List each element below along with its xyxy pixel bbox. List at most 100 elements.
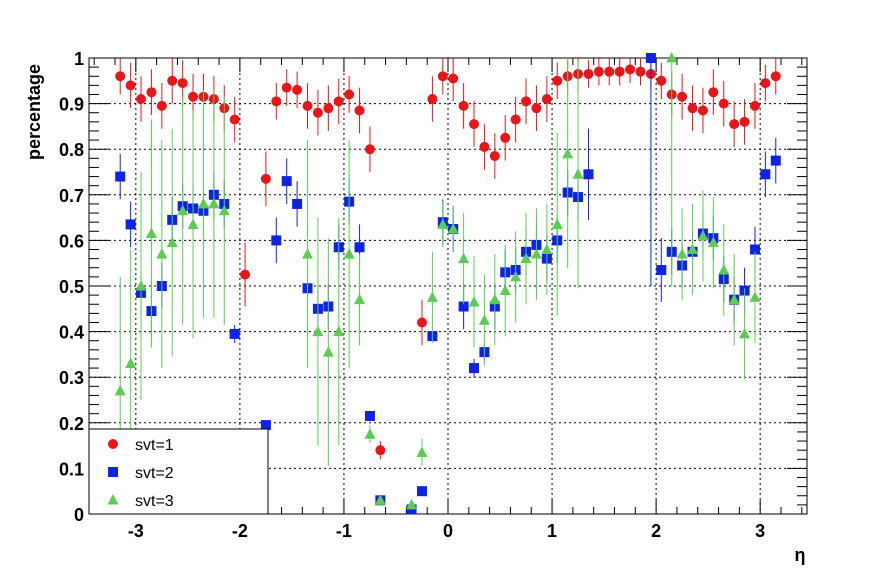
series-layer <box>114 52 781 515</box>
data-point <box>177 204 189 216</box>
series-svt-3 <box>114 52 761 510</box>
legend-marker <box>108 467 118 477</box>
y-tick-label: 0 <box>74 505 84 525</box>
data-point <box>312 325 324 337</box>
data-point <box>541 94 552 105</box>
data-point <box>188 91 199 102</box>
data-point <box>593 66 604 77</box>
data-point <box>551 218 563 229</box>
data-point <box>364 144 375 155</box>
data-point <box>541 243 553 255</box>
x-tick-label: -2 <box>232 521 248 541</box>
data-point <box>645 53 656 63</box>
data-point <box>677 91 688 102</box>
data-point <box>749 100 760 111</box>
data-point <box>156 248 168 259</box>
y-tick-label: 1 <box>74 49 84 69</box>
data-point <box>437 218 449 229</box>
y-tick-label: 0.1 <box>59 459 84 479</box>
data-point <box>521 96 532 107</box>
data-point <box>458 100 469 111</box>
data-point <box>656 265 667 276</box>
data-point <box>437 71 448 82</box>
y-tick-label: 0.7 <box>59 186 84 206</box>
data-point <box>697 229 709 241</box>
data-point <box>135 280 147 291</box>
data-point <box>240 269 251 280</box>
data-point <box>697 105 708 116</box>
data-point <box>125 219 136 230</box>
data-point <box>656 75 667 86</box>
data-point <box>572 168 584 179</box>
data-point <box>146 87 157 98</box>
data-point <box>354 105 365 116</box>
data-point <box>271 235 282 246</box>
data-point <box>531 103 542 114</box>
data-point <box>136 94 147 105</box>
data-point <box>552 75 563 86</box>
data-point <box>302 248 314 259</box>
y-tick-label: 0.2 <box>59 414 84 434</box>
data-point <box>322 346 334 357</box>
data-point <box>114 384 126 396</box>
x-tick-label: 1 <box>547 521 557 541</box>
data-point <box>739 327 751 339</box>
data-point <box>343 248 355 259</box>
data-point <box>115 171 126 182</box>
data-point <box>125 357 137 369</box>
data-point <box>229 114 240 125</box>
data-point <box>760 78 771 89</box>
data-point <box>197 197 209 209</box>
data-point <box>448 73 459 84</box>
data-point <box>468 295 480 307</box>
data-point <box>708 87 719 98</box>
x-tick-label: 2 <box>651 521 661 541</box>
data-point <box>718 98 729 109</box>
data-point <box>687 103 698 114</box>
data-point <box>469 119 480 130</box>
y-tick-label: 0.5 <box>59 277 84 297</box>
data-point <box>312 107 323 118</box>
data-point <box>583 68 594 79</box>
data-point <box>166 236 178 248</box>
data-point <box>635 66 646 77</box>
data-point <box>416 486 427 497</box>
data-point <box>530 248 542 259</box>
legend-marker <box>107 494 119 505</box>
data-point <box>260 173 271 184</box>
data-point <box>510 270 522 282</box>
data-point <box>374 494 386 505</box>
y-tick-label: 0.4 <box>59 323 84 343</box>
legend-label: svt=2 <box>135 465 174 482</box>
data-point <box>271 96 282 107</box>
data-point <box>426 291 438 302</box>
legend-box <box>88 428 269 515</box>
data-point <box>583 169 594 180</box>
data-point <box>707 236 719 248</box>
data-point <box>770 155 781 166</box>
data-point <box>354 293 366 305</box>
data-point <box>728 293 740 305</box>
legend-label: svt=1 <box>135 437 174 454</box>
data-point <box>749 244 760 255</box>
data-point <box>469 363 480 374</box>
data-point <box>208 197 220 209</box>
data-point <box>604 66 615 77</box>
data-point <box>156 100 167 111</box>
data-point <box>416 317 427 328</box>
data-point <box>687 243 699 255</box>
data-point <box>676 248 688 259</box>
data-point <box>406 498 418 510</box>
data-point <box>447 223 459 234</box>
data-point <box>344 89 355 100</box>
data-point <box>218 204 230 216</box>
data-point <box>729 119 740 130</box>
data-point <box>333 96 344 107</box>
x-tick-label: 3 <box>755 521 765 541</box>
data-point <box>187 218 199 229</box>
data-point <box>479 141 490 152</box>
y-tick-label: 0.9 <box>59 95 84 115</box>
x-tick-label: -1 <box>336 521 352 541</box>
data-point <box>614 66 625 77</box>
data-point <box>739 116 750 127</box>
